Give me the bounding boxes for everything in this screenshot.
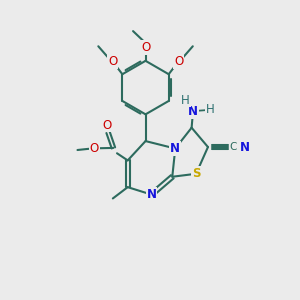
Text: O: O xyxy=(89,142,99,155)
Text: H: H xyxy=(181,94,190,106)
Text: O: O xyxy=(103,118,112,131)
Text: O: O xyxy=(174,55,183,68)
Text: N: N xyxy=(170,142,180,155)
Text: H: H xyxy=(206,103,215,116)
Text: N: N xyxy=(240,140,250,154)
Text: N: N xyxy=(146,188,157,201)
Text: S: S xyxy=(192,167,200,180)
Text: O: O xyxy=(108,55,117,68)
Text: O: O xyxy=(141,41,150,54)
Text: C: C xyxy=(230,142,237,152)
Text: N: N xyxy=(188,105,198,118)
